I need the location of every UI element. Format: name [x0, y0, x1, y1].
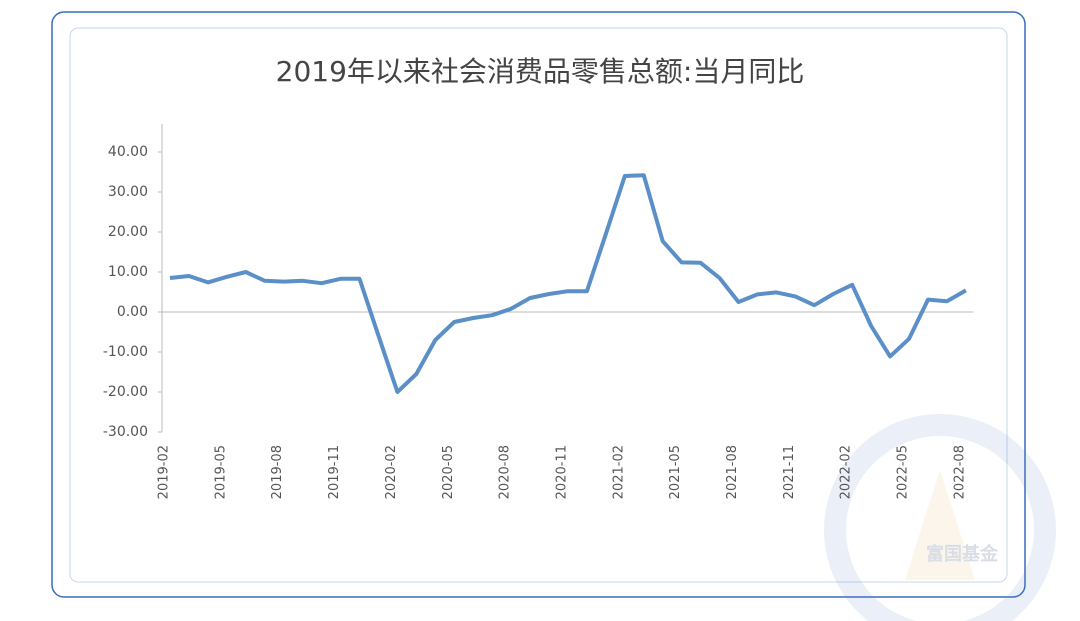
x-tick-label: 2022-02: [839, 445, 854, 499]
chart-title: 2019年以来社会消费品零售总额:当月同比: [276, 55, 805, 88]
y-tick-label: -20.00: [103, 384, 148, 400]
x-tick-label: 2020-02: [384, 445, 399, 499]
x-tick-label: 2019-08: [270, 445, 285, 499]
x-tick-label: 2022-08: [952, 445, 967, 499]
x-tick-label: 2020-08: [498, 445, 513, 499]
y-tick-label: -10.00: [103, 344, 148, 360]
y-tick-label: 20.00: [108, 224, 148, 240]
y-tick-label: 0.00: [117, 304, 148, 320]
data-line: [169, 173, 967, 394]
x-tick-label: 2020-11: [554, 445, 569, 499]
x-tick-label: 2021-11: [782, 445, 797, 499]
x-tick-label: 2019-05: [213, 445, 228, 499]
y-tick-label: -30.00: [103, 424, 148, 440]
inner-frame: [69, 27, 1008, 583]
x-tick-label: 2022-05: [896, 445, 911, 499]
x-tick-label: 2019-11: [327, 445, 342, 499]
x-tick-label: 2019-02: [157, 445, 172, 499]
y-tick-label: 40.00: [108, 144, 148, 160]
x-tick-label: 2020-05: [441, 445, 456, 499]
watermark-logo: [824, 414, 1056, 621]
y-tick-label: 30.00: [108, 184, 148, 200]
x-tick-label: 2021-08: [725, 445, 740, 499]
x-tick-label: 2021-02: [611, 445, 626, 499]
outer-frame: [51, 11, 1026, 598]
y-tick-label: 10.00: [108, 264, 148, 280]
x-tick-label: 2021-05: [668, 445, 683, 499]
watermark: 富国基金: [926, 543, 999, 565]
